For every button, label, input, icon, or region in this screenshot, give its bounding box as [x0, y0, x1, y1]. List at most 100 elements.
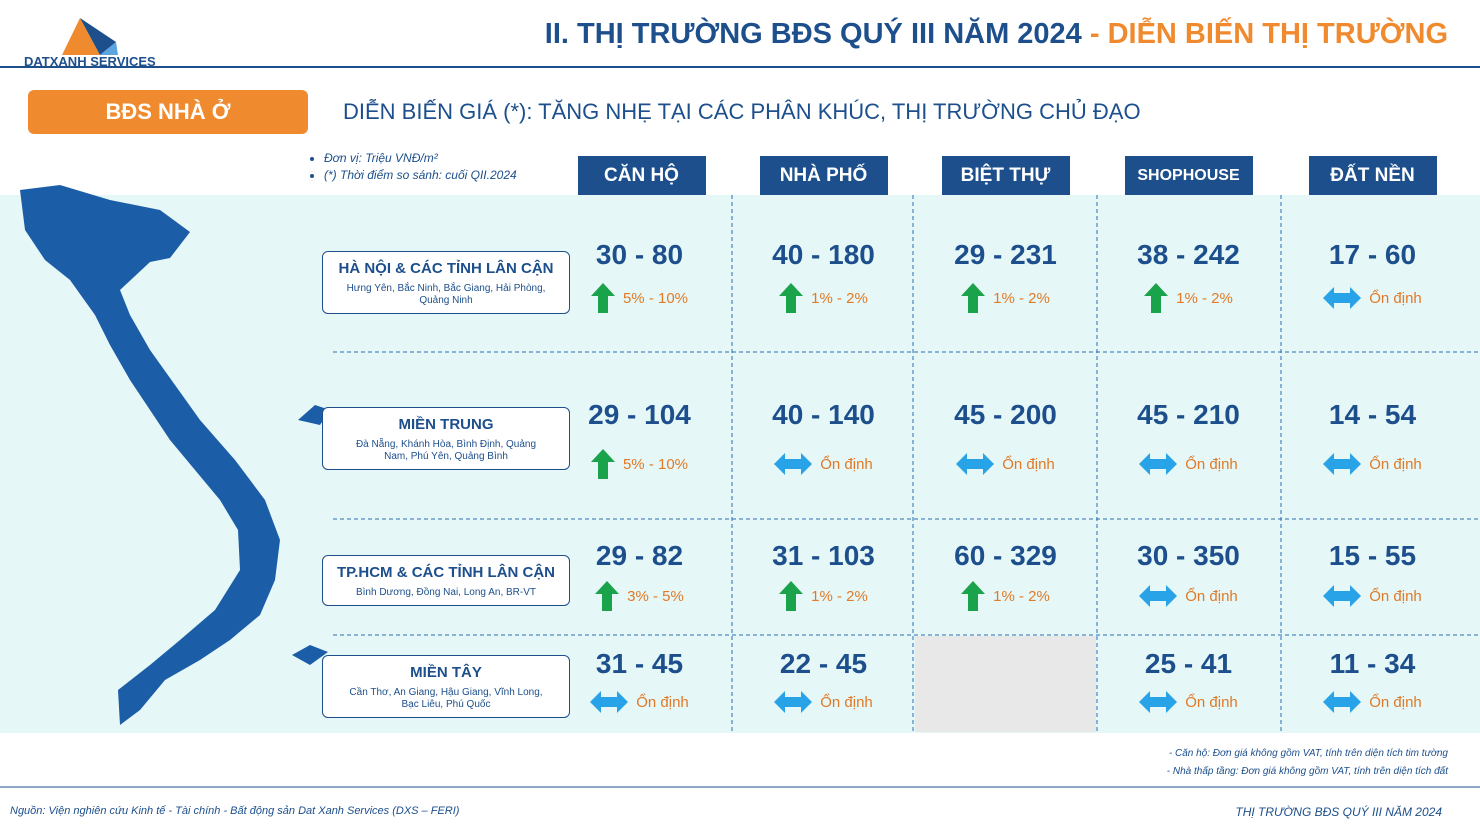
region-provinces: Bình Dương, Đồng Nai, Long An, BR-VT: [355, 587, 536, 598]
trend: Ổn định: [1097, 581, 1280, 611]
region-box: HÀ NỘI & CÁC TỈNH LÂN CẬN Hưng Yên, Bắc N…: [322, 251, 570, 314]
trend-label: Ổn định: [1369, 289, 1422, 307]
up-arrow: [590, 283, 615, 313]
logo-text: DATXANH SERVICES: [24, 54, 156, 69]
trend: Ổn định: [1281, 283, 1464, 313]
trend: Ổn định: [1097, 449, 1280, 479]
flat-arrow: [1323, 691, 1362, 713]
trend: 5% - 10%: [548, 449, 731, 479]
notes: Đơn vị: Triệu VNĐ/m² (*) Thời điểm so sá…: [284, 150, 517, 184]
trend-label: Ổn định: [820, 693, 873, 711]
flat-arrow: [1323, 453, 1362, 475]
trend-label: 5% - 10%: [622, 455, 689, 473]
flat-arrow: [1139, 453, 1178, 475]
footnote: - Căn hộ: Đơn giá không gồm VAT, tính tr…: [1168, 748, 1448, 759]
price-range: 11 - 34: [1329, 648, 1416, 679]
price-range: 29 - 104: [588, 399, 691, 430]
title-main: II. THỊ TRƯỜNG BĐS QUÝ III NĂM 2024: [544, 18, 1082, 50]
price-range: 30 - 80: [595, 239, 684, 270]
section-subtitle: DIỄN BIẾN GIÁ (*): TĂNG NHẸ TẠI CÁC PHÂN…: [343, 99, 1141, 124]
region-box: TP.HCM & CÁC TỈNH LÂN CẬN Bình Dương, Đồn…: [322, 555, 570, 606]
region-box: MIỀN TÂY Cần Thơ, An Giang, Hậu Giang, Vĩ…: [322, 655, 570, 718]
price-range: 45 - 210: [1137, 399, 1240, 430]
column-header: BIỆT THỰ: [941, 156, 1070, 195]
region-provinces: Cần Thơ, An Giang, Hậu Giang, Vĩnh Long,…: [349, 687, 543, 710]
up-arrow: [590, 449, 615, 479]
trend: Ổn định: [732, 687, 915, 717]
trend-label: 1% - 2%: [1176, 289, 1233, 307]
region-box: MIỀN TRUNG Đà Nẵng, Khánh Hòa, Bình Định,…: [322, 407, 570, 470]
flat-arrow: [774, 691, 813, 713]
column-header: SHOPHOUSE: [1124, 156, 1253, 195]
trend-label: Ổn định: [1369, 455, 1422, 473]
column-header: NHÀ PHỐ: [759, 156, 888, 195]
price-range: 38 - 242: [1137, 239, 1240, 270]
region-name: HÀ NỘI & CÁC TỈNH LÂN CẬN: [338, 260, 554, 277]
note: Đơn vị: Triệu VNĐ/m²: [324, 150, 517, 167]
up-arrow: [961, 581, 986, 611]
price-range: 22 - 45: [779, 648, 868, 679]
section-label: BĐS NHÀ Ở: [28, 90, 308, 134]
footnote: - Nhà thấp tầng: Đơn giá không gồm VAT, …: [1166, 766, 1448, 777]
price-range: 45 - 200: [954, 399, 1057, 430]
region-name: TP.HCM & CÁC TỈNH LÂN CẬN: [336, 564, 556, 581]
flat-arrow: [956, 453, 995, 475]
trend: 3% - 5%: [548, 581, 731, 611]
source: Nguồn: Viện nghiên cứu Kinh tế - Tài chí…: [10, 805, 460, 817]
price-range: 29 - 231: [954, 239, 1057, 270]
trend-label: Ổn định: [1185, 587, 1238, 605]
price-range: 30 - 350: [1137, 540, 1240, 571]
trend-label: 1% - 2%: [993, 289, 1050, 307]
title-highlight: - DIỄN BIẾN THỊ TRƯỜNG: [1089, 18, 1448, 50]
trend-label: Ổn định: [1369, 587, 1422, 605]
trend-label: 1% - 2%: [811, 289, 868, 307]
price-range: 60 - 329: [954, 540, 1057, 571]
trend-label: 3% - 5%: [627, 587, 684, 605]
trend-label: 5% - 10%: [622, 289, 689, 307]
region-provinces: Đà Nẵng, Khánh Hòa, Bình Định, Quảng Nam…: [355, 439, 537, 462]
up-arrow: [1144, 283, 1169, 313]
trend: 1% - 2%: [914, 283, 1097, 313]
price-range: 31 - 45: [595, 648, 684, 679]
up-arrow: [779, 283, 804, 313]
price-range: 15 - 55: [1328, 540, 1417, 571]
trend: Ổn định: [732, 449, 915, 479]
price-range: 14 - 54: [1328, 399, 1417, 430]
trend: 5% - 10%: [548, 283, 731, 313]
trend-label: Ổn định: [636, 693, 689, 711]
price-range: 29 - 82: [595, 540, 684, 571]
trend: Ổn định: [1281, 581, 1464, 611]
trend-label: Ổn định: [1369, 693, 1422, 711]
flat-arrow: [774, 453, 813, 475]
price-range: 25 - 41: [1144, 648, 1233, 679]
flat-arrow: [1323, 287, 1362, 309]
flat-arrow: [590, 691, 629, 713]
up-arrow: [779, 581, 804, 611]
trend: 1% - 2%: [732, 283, 915, 313]
trend: Ổn định: [1281, 687, 1464, 717]
footer-right: THỊ TRƯỜNG BĐS QUÝ III NĂM 2024: [1235, 805, 1442, 819]
page-title: II. THỊ TRƯỜNG BĐS QUÝ III NĂM 2024 - DI…: [545, 18, 1448, 51]
flat-arrow: [1139, 585, 1178, 607]
region-name: MIỀN TÂY: [410, 664, 482, 681]
trend: 1% - 2%: [1097, 283, 1280, 313]
trend-label: Ổn định: [1185, 455, 1238, 473]
note: (*) Thời điểm so sánh: cuối QII.2024: [324, 167, 517, 184]
column-header: CĂN HỘ: [577, 156, 706, 195]
table-background: [0, 195, 1480, 733]
up-arrow: [595, 581, 620, 611]
trend-label: 1% - 2%: [811, 587, 868, 605]
region-provinces: Hưng Yên, Bắc Ninh, Bắc Giang, Hải Phòng…: [346, 283, 546, 306]
trend-label: Ổn định: [1002, 455, 1055, 473]
trend-label: Ổn định: [1185, 693, 1238, 711]
trend: Ổn định: [914, 449, 1097, 479]
trend: Ổn định: [1281, 449, 1464, 479]
footnotes: - Căn hộ: Đơn giá không gồm VAT, tính tr…: [1167, 745, 1448, 781]
price-range: 31 - 103: [772, 540, 875, 571]
price-range: 17 - 60: [1328, 239, 1417, 270]
up-arrow: [961, 283, 986, 313]
trend-label: Ổn định: [820, 455, 873, 473]
trend: 1% - 2%: [732, 581, 915, 611]
